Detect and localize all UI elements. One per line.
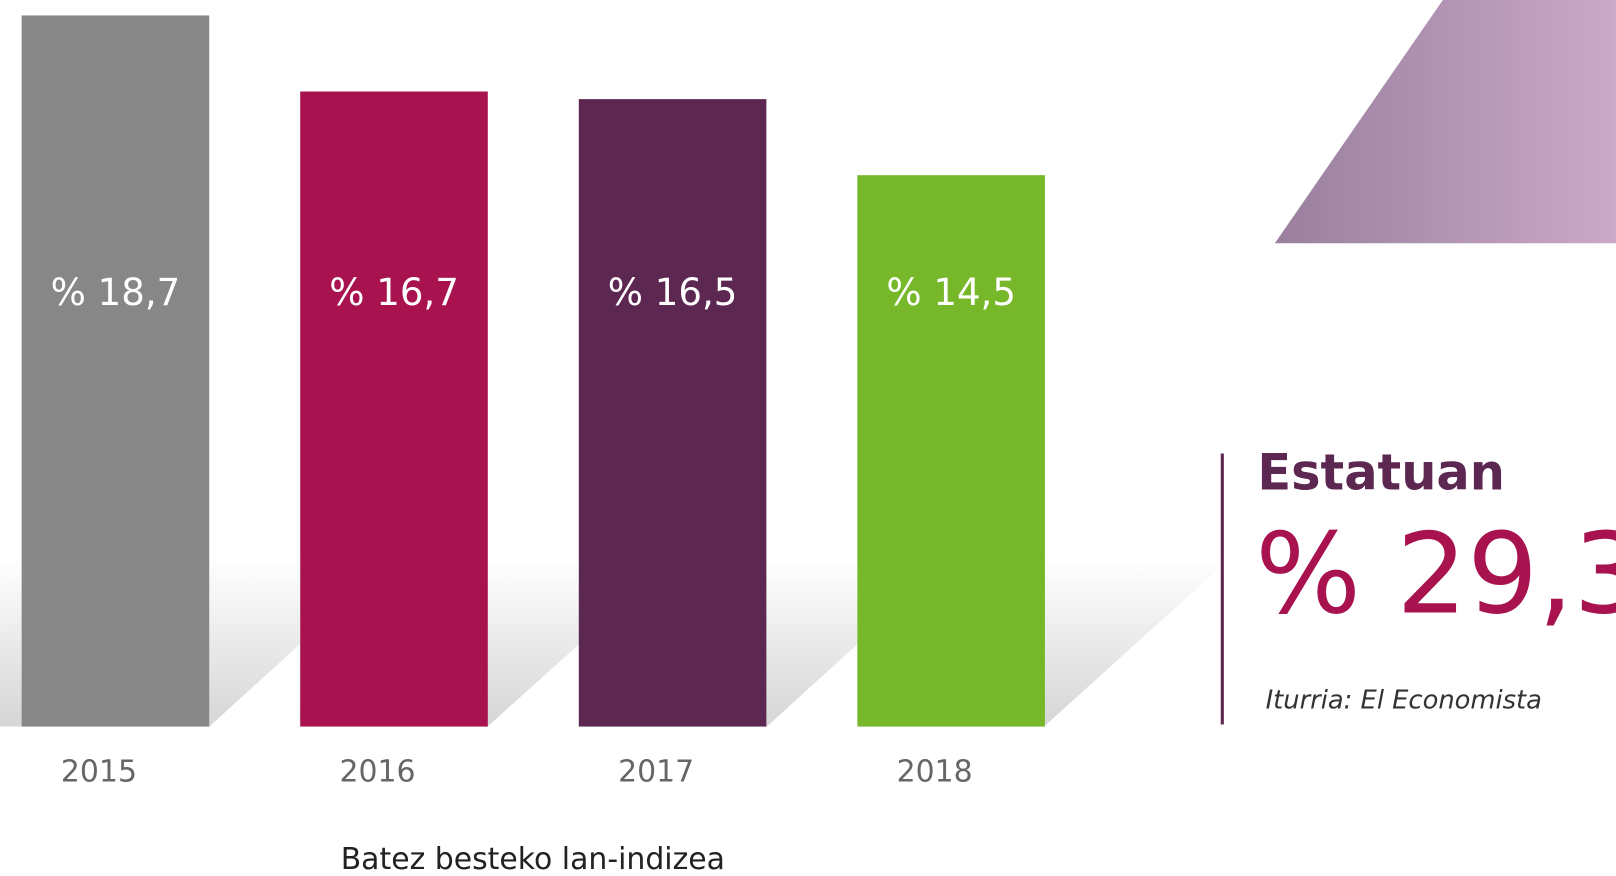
bar <box>857 175 1045 727</box>
shadow-cut <box>487 644 580 727</box>
shadow-cut <box>1044 561 1227 727</box>
x-tick-label: 2018 <box>897 754 973 789</box>
shadow-cut <box>209 644 300 727</box>
bar <box>21 15 210 727</box>
bar <box>300 91 488 727</box>
x-tick-label: 2015 <box>61 754 137 789</box>
bars: % 18,7 2015 % 16,7 2016 % 16,5 2017 % 14,5 2018 <box>21 15 1045 789</box>
decor-photo <box>1274 0 1616 244</box>
side-value: % 29,3 <box>1255 511 1616 640</box>
x-tick-label: 2017 <box>618 754 694 789</box>
side-source: Iturria: El Economista <box>1266 685 1542 715</box>
shadow-cut <box>766 644 858 727</box>
value-label: % 14,5 <box>886 271 1016 314</box>
x-axis-label: Batez besteko lan-indizea <box>341 842 725 876</box>
side-title: Estatuan <box>1257 444 1505 502</box>
value-label: % 16,7 <box>329 271 459 314</box>
value-label: % 18,7 <box>51 271 181 314</box>
bar <box>578 99 767 727</box>
x-tick-label: 2016 <box>340 754 416 789</box>
value-label: % 16,5 <box>608 271 738 314</box>
